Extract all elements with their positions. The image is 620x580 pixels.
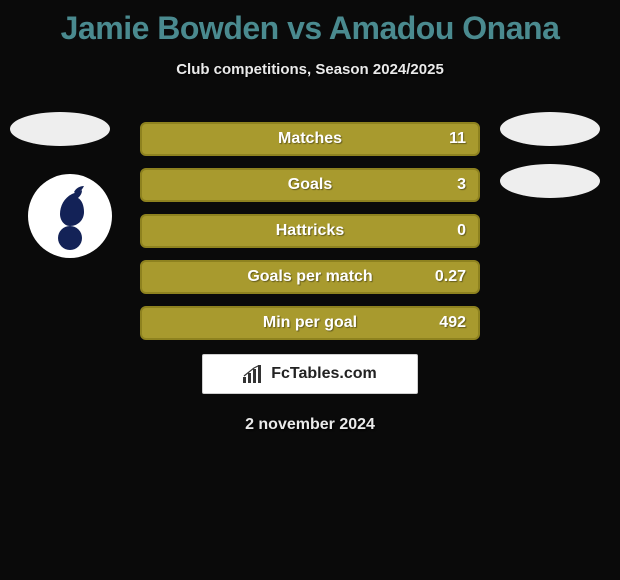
stat-row-goals: Goals 3	[140, 168, 480, 202]
stat-row-hattricks: Hattricks 0	[140, 214, 480, 248]
stat-value: 11	[449, 130, 466, 148]
player2-badge-2	[500, 164, 600, 198]
stat-value: 0.27	[435, 268, 466, 286]
stat-row-matches: Matches 11	[140, 122, 480, 156]
brand-text: FcTables.com	[271, 365, 377, 383]
stat-label: Goals	[142, 176, 478, 194]
tottenham-icon	[42, 180, 98, 252]
stat-value: 492	[439, 314, 466, 332]
stat-label: Min per goal	[142, 314, 478, 332]
stat-label: Hattricks	[142, 222, 478, 240]
stat-row-min-per-goal: Min per goal 492	[140, 306, 480, 340]
player2-badge-1	[500, 112, 600, 146]
player1-badge-1	[10, 112, 110, 146]
stat-row-goals-per-match: Goals per match 0.27	[140, 260, 480, 294]
stat-value: 0	[457, 222, 466, 240]
stat-value: 3	[457, 176, 466, 194]
stat-label: Goals per match	[142, 268, 478, 286]
footer-date: 2 november 2024	[0, 416, 620, 434]
player1-club-logo	[28, 174, 112, 258]
stat-label: Matches	[142, 130, 478, 148]
brand-box[interactable]: FcTables.com	[202, 354, 418, 394]
bar-chart-icon	[243, 365, 265, 383]
page-title: Jamie Bowden vs Amadou Onana	[0, 0, 620, 47]
comparison-panel: Matches 11 Goals 3 Hattricks 0 Goals per…	[0, 122, 620, 434]
subtitle: Club competitions, Season 2024/2025	[0, 61, 620, 78]
stats-list: Matches 11 Goals 3 Hattricks 0 Goals per…	[140, 122, 480, 340]
